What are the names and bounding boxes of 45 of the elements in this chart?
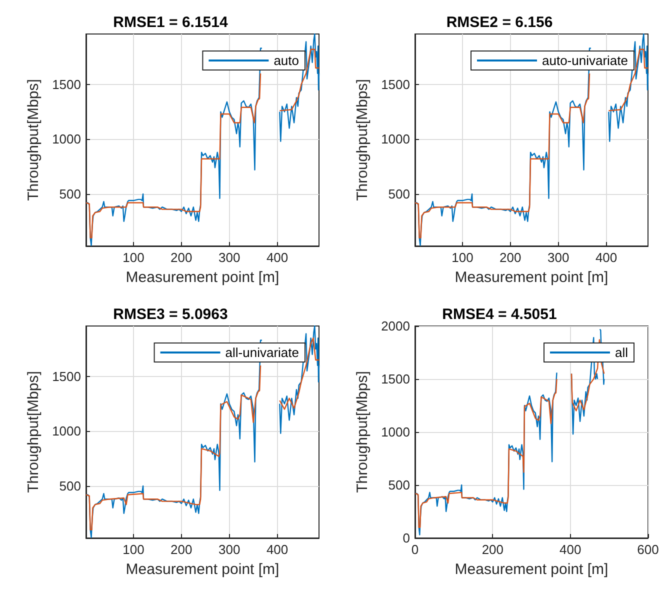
y-tick-label: 1500 (52, 76, 81, 92)
x-tick-label: 300 (547, 250, 570, 265)
y-tick-label: 2000 (381, 318, 410, 334)
y-tick-label: 1500 (381, 372, 410, 386)
x-axis-title: Measurement point [m] (454, 561, 608, 578)
chart-title: RMSE3 = 5.0963 (113, 306, 228, 323)
x-tick-label: 600 (637, 542, 659, 557)
y-tick-label: 1000 (381, 132, 410, 147)
y-axis-title: Throughput[Mbps] (25, 79, 42, 201)
x-axis-title: Measurement point [m] (126, 269, 280, 286)
x-tick-label: 400 (559, 542, 582, 557)
chart-title: RMSE2 = 6.156 (446, 14, 553, 31)
x-tick-label: 400 (266, 542, 288, 557)
y-tick-label: 0 (402, 530, 410, 546)
y-tick-label: 500 (59, 478, 81, 494)
x-axis-title: Measurement point [m] (454, 269, 608, 286)
x-tick-label: 300 (218, 542, 240, 557)
x-tick-label: 300 (218, 250, 240, 265)
x-tick-label: 200 (170, 542, 192, 557)
legend-label: all-univariate (225, 345, 299, 360)
legend-label: all (614, 345, 628, 360)
x-tick-label: 400 (266, 250, 288, 265)
x-tick-label: 200 (170, 250, 192, 265)
legend-label: auto-univariate (542, 53, 628, 68)
x-tick-label: 100 (122, 250, 144, 265)
y-tick-label: 1000 (52, 424, 81, 439)
x-tick-label: 200 (482, 542, 504, 557)
chart-title: RMSE1 = 6.1514 (113, 14, 228, 31)
x-tick-label: 100 (122, 542, 144, 557)
y-axis-title: Throughput[Mbps] (25, 371, 42, 493)
chart-title: RMSE4 = 4.5051 (442, 306, 557, 323)
x-axis-title: Measurement point [m] (126, 561, 280, 578)
y-axis-title: Throughput[Mbps] (354, 371, 372, 493)
legend-label: auto (274, 53, 300, 68)
x-tick-label: 400 (595, 250, 618, 265)
y-tick-label: 500 (388, 186, 410, 202)
x-tick-label: 200 (500, 250, 522, 265)
y-tick-label: 500 (388, 478, 410, 492)
y-tick-label: 1500 (52, 368, 81, 384)
y-tick-label: 1500 (381, 76, 410, 92)
y-tick-label: 1000 (381, 424, 410, 440)
x-tick-label: 100 (452, 250, 474, 265)
y-tick-label: 1000 (52, 132, 81, 147)
y-tick-label: 500 (59, 186, 81, 202)
y-axis-title: Throughput[Mbps] (354, 79, 372, 201)
